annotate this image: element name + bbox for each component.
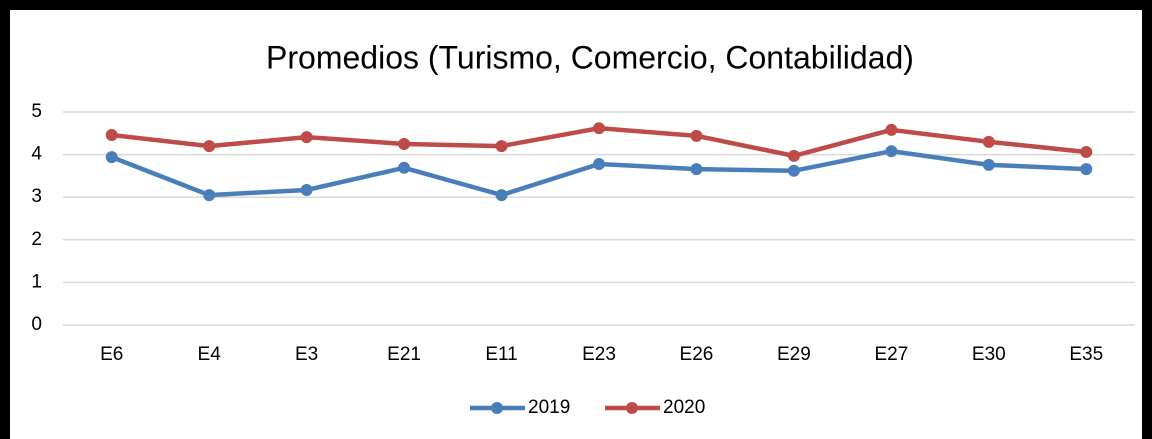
x-tick-label: E29 [777, 344, 811, 365]
x-tick-label: E27 [874, 344, 908, 365]
data-point [593, 122, 605, 135]
x-tick-label: E23 [582, 344, 616, 365]
data-point [690, 129, 703, 142]
y-tick-label: 1 [31, 271, 42, 292]
data-point [105, 129, 118, 142]
data-point [787, 149, 800, 162]
data-point [495, 189, 508, 202]
y-tick-label: 3 [31, 186, 42, 207]
x-tick-label: E4 [198, 344, 222, 365]
data-point [1080, 163, 1093, 176]
x-tick-label: E3 [295, 344, 318, 365]
data-point [398, 137, 411, 150]
data-point [885, 123, 898, 136]
y-tick-label: 4 [31, 144, 42, 165]
legend-marker [626, 402, 638, 414]
legend-label: 2020 [663, 397, 705, 418]
x-tick-label: E30 [972, 344, 1006, 365]
data-point [300, 183, 313, 196]
legend-marker [491, 402, 503, 414]
data-point [1080, 146, 1093, 159]
data-point [105, 151, 118, 164]
data-point [885, 145, 898, 158]
data-point [495, 140, 508, 153]
data-point [203, 140, 216, 153]
x-tick-label: E21 [387, 344, 421, 365]
x-tick-label: E26 [680, 344, 714, 365]
legend-label: 2019 [528, 397, 570, 418]
data-point [593, 157, 605, 170]
data-point [203, 189, 216, 202]
data-point [690, 163, 703, 176]
data-point [982, 135, 995, 148]
x-tick-label: E11 [485, 344, 517, 365]
y-tick-label: 5 [31, 101, 42, 122]
x-tick-label: E35 [1069, 344, 1103, 365]
data-point [982, 158, 995, 171]
y-tick-label: 2 [31, 229, 42, 250]
data-point [398, 161, 411, 174]
data-point [787, 164, 800, 177]
y-tick-label: 0 [31, 314, 42, 335]
data-point [300, 131, 313, 144]
chart-area [10, 10, 1142, 439]
x-tick-label: E6 [100, 344, 123, 365]
chart-title: Promedios (Turismo, Comercio, Contabilid… [266, 39, 914, 75]
